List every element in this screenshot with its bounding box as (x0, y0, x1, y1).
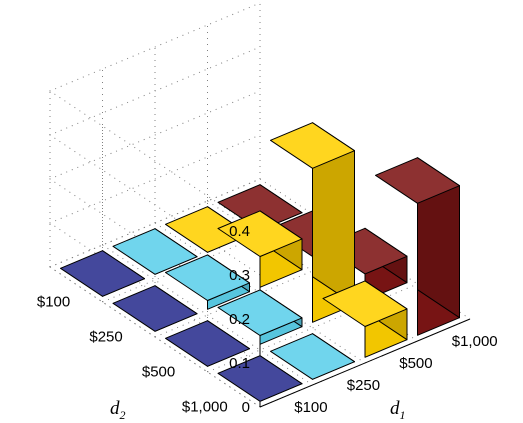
d2-axis-label: d2 (110, 398, 126, 422)
bar-top-face (112, 285, 198, 332)
z-tick-label: 0.3 (229, 267, 250, 284)
bar-top-face (217, 210, 303, 257)
d1-tick-label: $500 (399, 355, 432, 372)
bar-top-face (165, 320, 250, 367)
grid-line (48, 2, 261, 232)
grid-line (102, 244, 313, 386)
bar-top-face (112, 228, 198, 275)
d2-tick-label: $250 (89, 329, 122, 346)
d1-axis-label: d1 (390, 398, 406, 422)
bar-top-face (217, 289, 303, 336)
tick-labels: 0 0.1 0.2 0.3 0.4 $100 $250 $500 $1,000 $100 $250 $… (37, 223, 498, 416)
d2-tick-label: $1,000 (182, 399, 228, 416)
axis-labels: d2 d1 (110, 398, 406, 422)
floor-front-edges (259, 318, 471, 408)
z-tick-label: 0.1 (229, 355, 250, 372)
bar-top-face (217, 184, 303, 231)
bar-top-face (217, 355, 303, 402)
bar-top-face (322, 280, 408, 327)
bar-top-face (375, 157, 460, 204)
bars (60, 122, 460, 402)
d2-tick-label: $500 (142, 364, 175, 381)
bar (322, 280, 408, 358)
bar (112, 285, 198, 332)
bar-top-face (60, 250, 145, 297)
bar (165, 254, 250, 310)
bar (270, 333, 355, 380)
bar-top-face (270, 333, 355, 380)
z-tick-label: 0.4 (229, 223, 250, 240)
d1-tick-label: $100 (294, 399, 327, 416)
bar-top-face (270, 122, 355, 169)
bar (217, 355, 303, 402)
bar (60, 250, 145, 297)
bar (165, 320, 250, 367)
d1-tick-label: $1,000 (452, 333, 498, 350)
bar-top-face (165, 254, 250, 301)
bar (217, 210, 303, 288)
z-tick-label: 0.2 (229, 311, 250, 328)
bar (270, 122, 355, 323)
d2-tick-label: $100 (37, 294, 70, 311)
bar (375, 157, 460, 336)
bar (217, 289, 303, 345)
z-tick-label: 0 (242, 399, 250, 416)
bar (112, 228, 198, 275)
d1-tick-label: $250 (347, 377, 380, 394)
